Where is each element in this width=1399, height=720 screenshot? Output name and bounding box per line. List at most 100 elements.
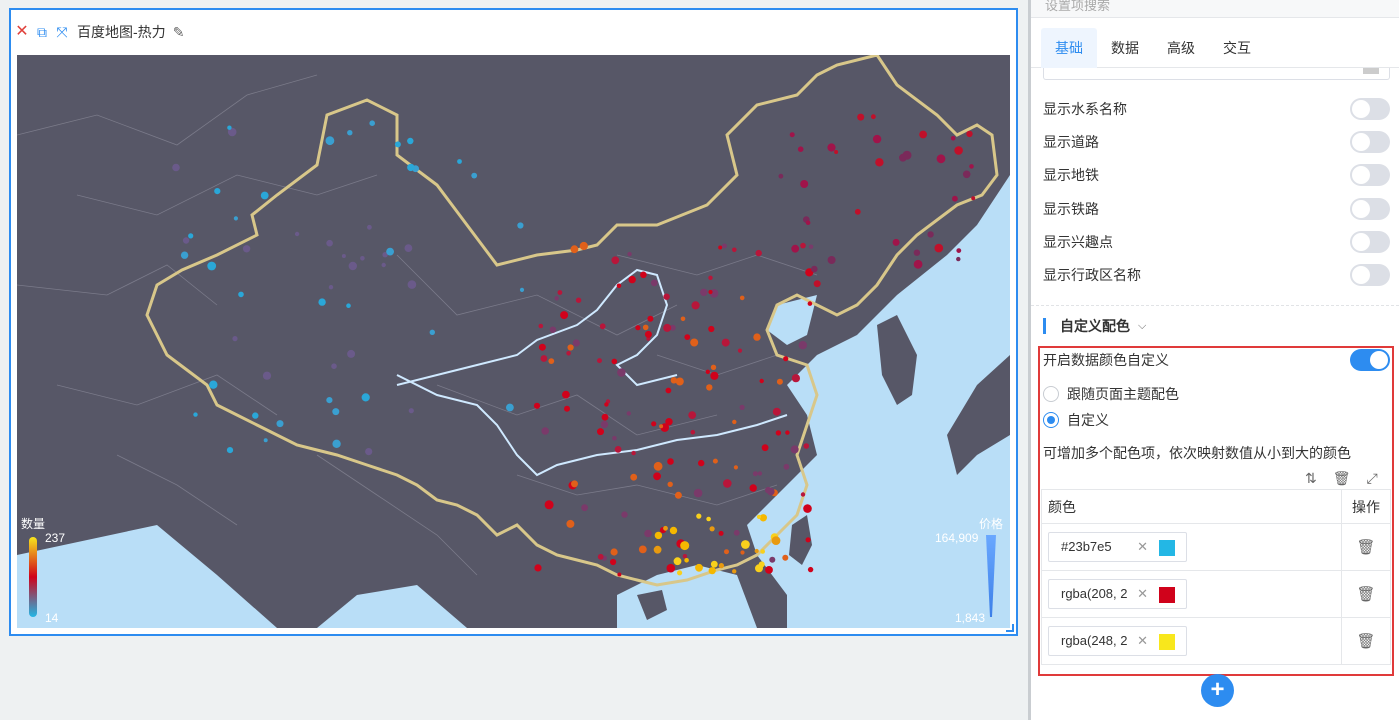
heat-dot[interactable] xyxy=(328,285,334,290)
heat-dot[interactable] xyxy=(666,563,676,573)
heat-dot[interactable] xyxy=(680,316,686,322)
heat-dot[interactable] xyxy=(800,242,806,249)
heat-dot[interactable] xyxy=(232,336,238,342)
heat-dot[interactable] xyxy=(782,554,789,561)
heat-dot[interactable] xyxy=(688,411,697,419)
heat-dot[interactable] xyxy=(326,397,333,404)
section-custom-color[interactable]: 自定义配色 ⌵ xyxy=(1043,316,1146,336)
heat-dot[interactable] xyxy=(653,461,663,471)
heat-dot[interactable] xyxy=(193,412,198,417)
heat-dot[interactable] xyxy=(407,163,415,172)
toggle-subway-switch[interactable] xyxy=(1350,164,1390,186)
heat-dot[interactable] xyxy=(562,390,570,399)
heat-dot[interactable] xyxy=(757,471,763,476)
color-swatch[interactable] xyxy=(1159,587,1175,603)
heat-dot[interactable] xyxy=(404,244,413,253)
heat-dot[interactable] xyxy=(667,481,673,487)
heat-dot[interactable] xyxy=(718,245,723,250)
heat-dot[interactable] xyxy=(548,358,555,364)
tab-advanced[interactable]: 高级 xyxy=(1167,40,1195,56)
heat-dot[interactable] xyxy=(913,259,923,269)
heat-dot[interactable] xyxy=(698,459,705,467)
heat-dot[interactable] xyxy=(597,428,604,436)
heat-dot[interactable] xyxy=(571,480,578,488)
heat-dot[interactable] xyxy=(752,471,758,477)
heat-dot[interactable] xyxy=(765,566,773,574)
heat-dot[interactable] xyxy=(653,472,661,481)
heat-dot[interactable] xyxy=(294,231,300,237)
fullscreen-icon[interactable]: ⤧ xyxy=(56,24,68,40)
sort-icon[interactable]: ⇅ xyxy=(1305,470,1317,486)
heat-dot[interactable] xyxy=(767,487,775,496)
trash-icon[interactable]: 🗑 xyxy=(1356,633,1376,650)
heat-dot[interactable] xyxy=(628,275,636,284)
heat-dot[interactable] xyxy=(936,154,946,164)
heat-dot[interactable] xyxy=(407,280,417,289)
heat-dot[interactable] xyxy=(724,549,729,555)
heat-dot[interactable] xyxy=(635,325,641,331)
heat-dot[interactable] xyxy=(238,291,244,298)
heat-dot[interactable] xyxy=(260,191,269,200)
heat-dot[interactable] xyxy=(952,195,958,202)
edit-icon[interactable]: ✎ xyxy=(172,24,185,40)
heat-dot[interactable] xyxy=(651,421,657,427)
resize-handle[interactable] xyxy=(1006,624,1014,632)
heat-dot[interactable] xyxy=(913,249,921,256)
heat-dot[interactable] xyxy=(560,311,569,320)
heat-dot[interactable] xyxy=(610,558,617,566)
heat-dot[interactable] xyxy=(644,529,652,538)
heat-dot[interactable] xyxy=(554,296,559,301)
heat-dot[interactable] xyxy=(226,447,234,454)
heat-dot[interactable] xyxy=(803,504,812,513)
heat-dot[interactable] xyxy=(721,243,727,249)
heat-dot[interactable] xyxy=(772,407,781,416)
heat-dot[interactable] xyxy=(617,572,622,577)
heat-dot[interactable] xyxy=(663,525,668,531)
heat-dot[interactable] xyxy=(761,444,769,452)
heat-dot[interactable] xyxy=(684,334,691,340)
splitter[interactable] xyxy=(1028,0,1031,720)
heat-dot[interactable] xyxy=(827,256,836,264)
heat-dot[interactable] xyxy=(533,402,541,409)
heat-dot[interactable] xyxy=(971,196,976,201)
heat-dot[interactable] xyxy=(252,412,259,419)
heat-dot[interactable] xyxy=(549,326,557,333)
heat-dot[interactable] xyxy=(919,130,927,139)
heat-dot[interactable] xyxy=(626,411,631,416)
tab-basic[interactable]: 基础 xyxy=(1041,28,1097,68)
toggle-district-switch[interactable] xyxy=(1350,264,1390,286)
heat-dot[interactable] xyxy=(680,541,690,551)
heat-dot[interactable] xyxy=(394,141,401,148)
heat-dot[interactable] xyxy=(741,540,750,549)
heat-dot[interactable] xyxy=(386,247,394,256)
map-widget[interactable]: ✕ ⧉ ⤧ 百度地图-热力 ✎ xyxy=(9,8,1018,636)
heat-dot[interactable] xyxy=(540,355,548,362)
heat-dot[interactable] xyxy=(347,130,353,136)
heat-dot[interactable] xyxy=(721,338,730,347)
toggle-railway-switch[interactable] xyxy=(1350,198,1390,220)
heat-dot[interactable] xyxy=(360,256,365,261)
heat-dot[interactable] xyxy=(325,136,335,146)
heat-dot[interactable] xyxy=(969,164,974,169)
heat-dot[interactable] xyxy=(857,113,865,121)
trash-icon[interactable]: 🗑 xyxy=(1356,586,1376,603)
heat-dot[interactable] xyxy=(214,188,221,195)
heat-dot[interactable] xyxy=(791,374,801,383)
heat-dot[interactable] xyxy=(755,249,762,257)
add-color-button[interactable]: + xyxy=(1201,674,1234,707)
delete-all-icon[interactable]: 🗑 xyxy=(1332,470,1351,486)
heat-dot[interactable] xyxy=(642,324,649,331)
heat-dot[interactable] xyxy=(575,297,582,303)
heat-dot[interactable] xyxy=(332,408,340,416)
heat-dot[interactable] xyxy=(534,564,542,572)
color-swatch[interactable] xyxy=(1159,634,1175,650)
heat-dot[interactable] xyxy=(740,550,745,555)
heat-dot[interactable] xyxy=(172,163,180,172)
heat-dot[interactable] xyxy=(927,231,934,238)
heat-dot[interactable] xyxy=(659,424,664,429)
heat-dot[interactable] xyxy=(182,237,190,244)
heat-dot[interactable] xyxy=(517,222,524,229)
heat-dot[interactable] xyxy=(776,378,783,385)
heat-dot[interactable] xyxy=(188,233,194,239)
heat-dot[interactable] xyxy=(783,463,790,470)
